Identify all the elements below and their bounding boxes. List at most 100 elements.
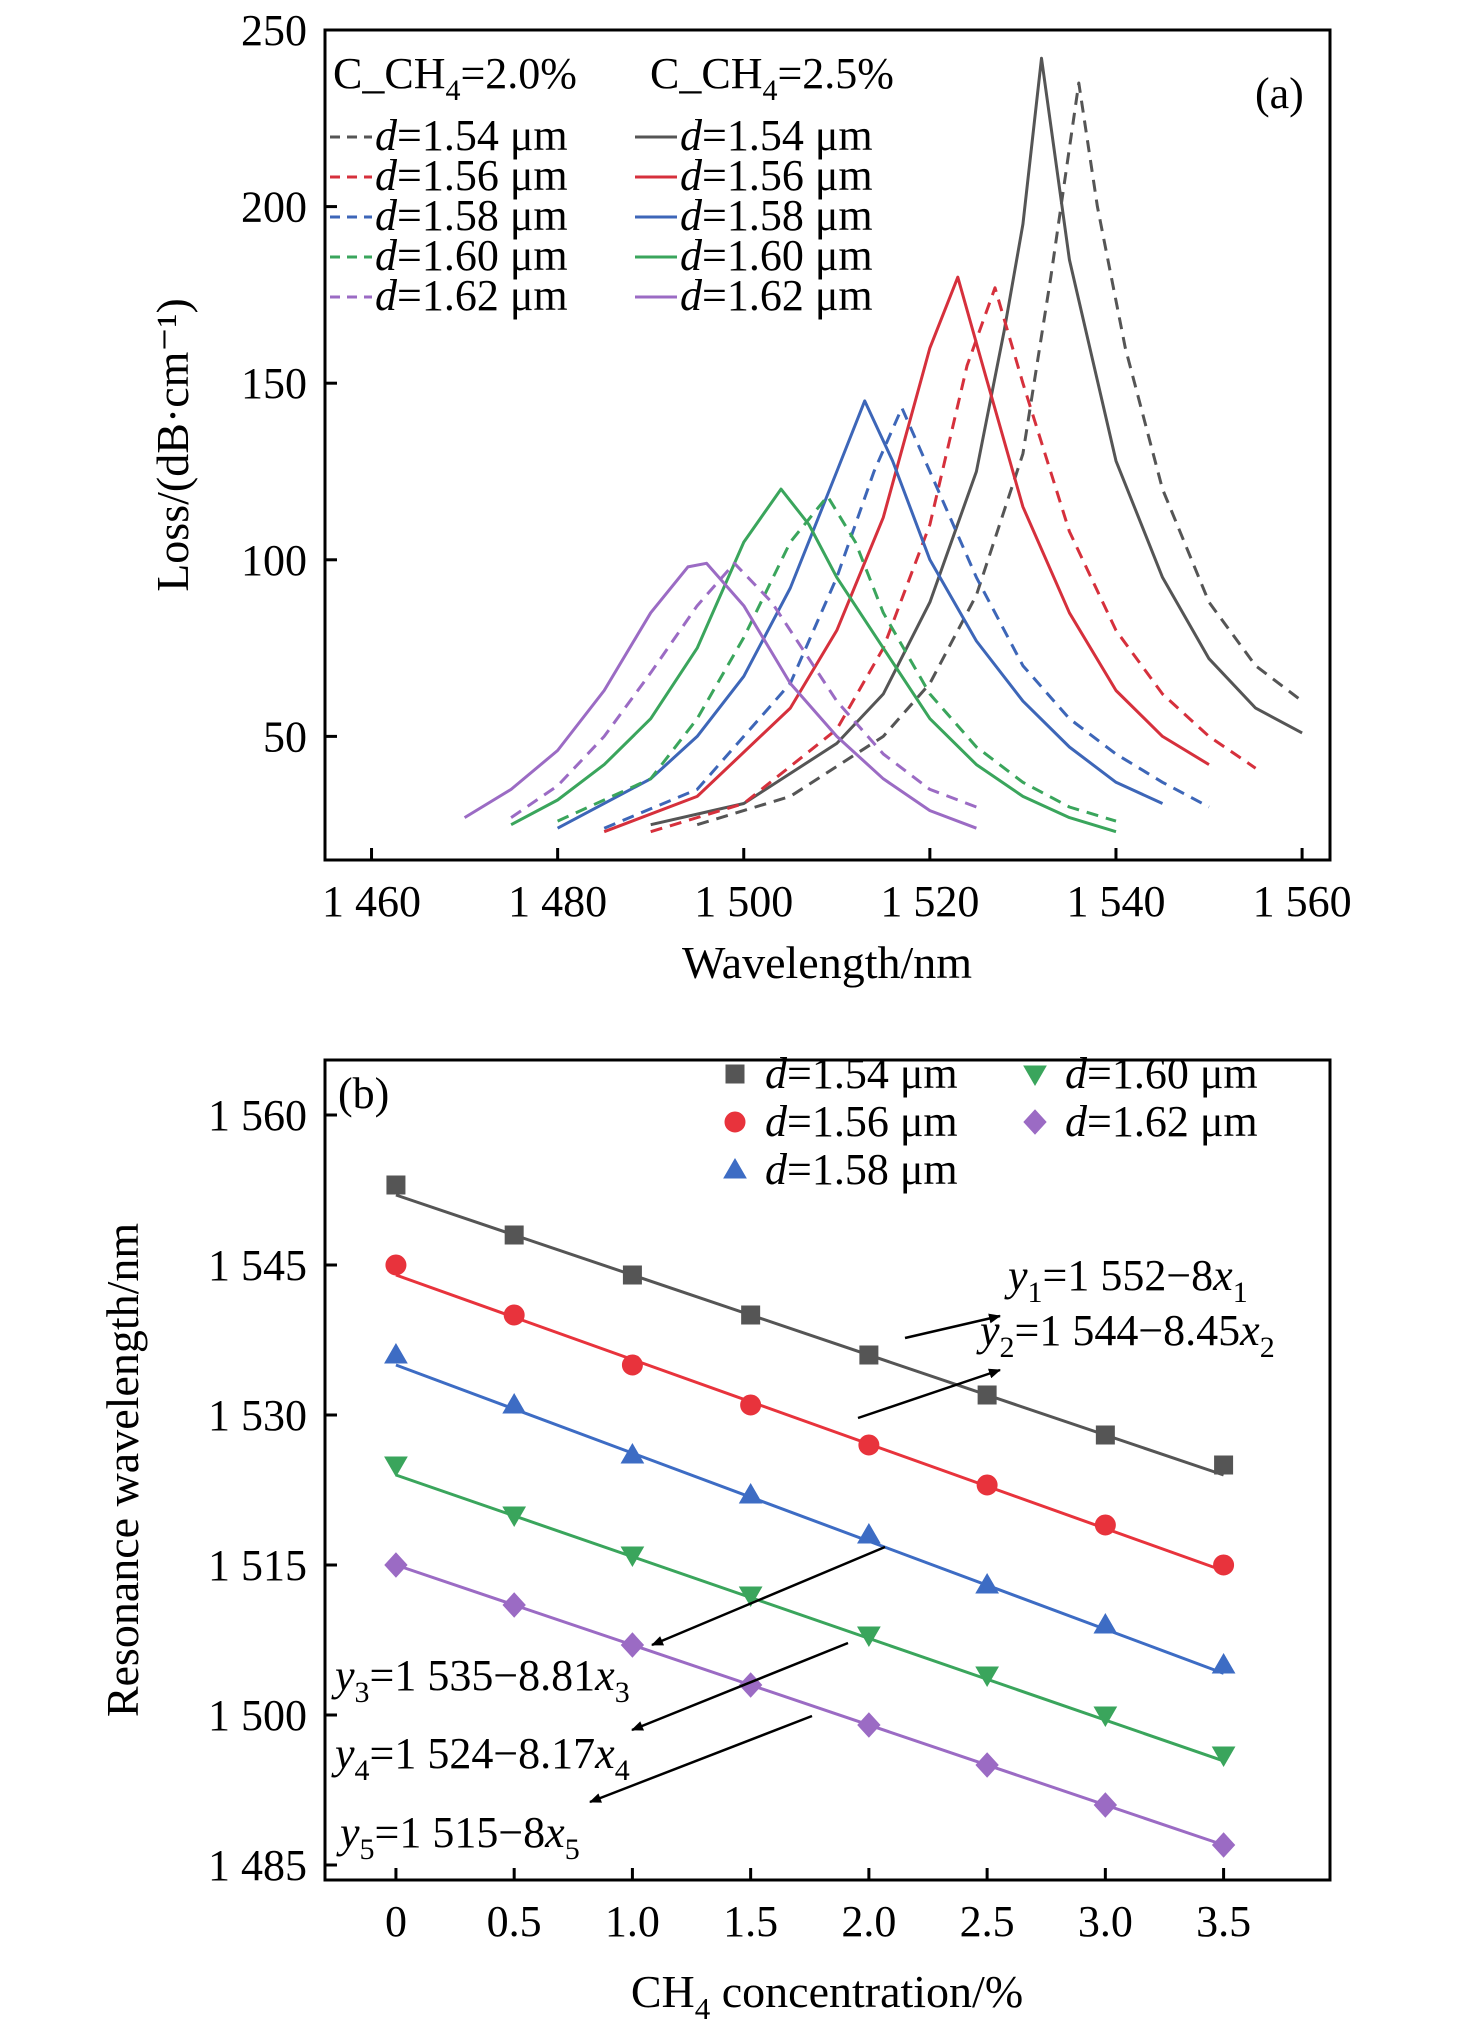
data-point: [385, 1254, 407, 1276]
data-point: [857, 1523, 881, 1544]
x-tick-label: 2.5: [960, 1897, 1015, 1946]
data-point: [1093, 1706, 1118, 1727]
data-point: [1211, 1832, 1236, 1858]
data-point: [622, 1265, 642, 1285]
legend-header-2-5: C_CH4=2.5%: [650, 49, 894, 107]
x-ticks-a: 1 460 1 480 1 500 1 520 1 540 1 560: [322, 848, 1352, 926]
legend-a: C_CH4=2.0% C_CH4=2.5% d=1.54 μm d=1.56 μm…: [330, 49, 894, 320]
annotation-arrow: [857, 1368, 1001, 1420]
panel-label-a: (a): [1255, 69, 1304, 118]
legend-entry-label: d=1.56 μm: [375, 151, 568, 200]
annotation-arrow: [651, 1545, 886, 1647]
fit-equation-4: y4=1 524−8.17x4: [331, 1729, 630, 1787]
legend-marker: [725, 1064, 745, 1084]
annotation-arrow: [904, 1313, 1001, 1340]
y-ticks-a: 50 100 150 200 250: [241, 6, 337, 761]
x-tick-label: 3.5: [1196, 1897, 1251, 1946]
annotation-arrow: [631, 1641, 849, 1732]
legend-entry-label: d=1.60 μm: [1065, 1049, 1258, 1098]
fit-equation-3: y3=1 535−8.81x3: [331, 1651, 630, 1709]
x-tick-label: 1 460: [322, 877, 421, 926]
legend-header-2-0: C_CH4=2.0%: [333, 49, 577, 107]
legend-entry-label: d=1.58 μm: [375, 191, 568, 240]
y-axis-label-b: Resonance wavelength/nm: [97, 1223, 148, 1718]
data-point: [504, 1225, 524, 1245]
data-point: [621, 1354, 643, 1376]
data-point: [741, 1305, 761, 1325]
data-point: [975, 1752, 999, 1778]
data-point: [975, 1666, 999, 1687]
y-tick-label: 1 515: [208, 1541, 307, 1590]
data-point: [384, 1552, 408, 1578]
legend-entry-label: d=1.62 μm: [1065, 1097, 1258, 1146]
fit-line-2: [395, 1363, 1225, 1675]
series-lines-a: [463, 56, 1304, 834]
y-tick-label: 150: [241, 359, 307, 408]
data-point: [1095, 1425, 1115, 1445]
data-point: [858, 1434, 880, 1456]
x-tick-label: 0.5: [487, 1897, 542, 1946]
data-point: [857, 1712, 881, 1738]
data-point: [502, 1393, 527, 1414]
x-tick-label: 1.5: [723, 1897, 778, 1946]
panel-label-b: (b): [338, 1069, 389, 1118]
data-point: [502, 1592, 526, 1618]
x-tick-label: 1 520: [880, 877, 979, 926]
x-tick-label: 1 500: [694, 877, 793, 926]
data-point: [386, 1175, 406, 1195]
legend-entry-label: d=1.54 μm: [680, 111, 873, 160]
x-axis-label-a: Wavelength/nm: [682, 937, 972, 988]
data-point: [620, 1443, 645, 1464]
fit-equation-5: y5=1 515−8x5: [336, 1808, 580, 1866]
y-axis-label-a: Loss/(dB·cm⁻¹): [147, 298, 198, 592]
x-axis-label-b: CH4 concentration/%: [631, 1966, 1023, 2026]
data-point: [1213, 1554, 1235, 1576]
legend-entry-label: d=1.62 μm: [375, 271, 568, 320]
series-line-6: [556, 494, 1117, 823]
series-line-7: [510, 487, 1117, 834]
series-line-4: [603, 406, 1210, 830]
data-point: [976, 1474, 998, 1496]
legend-entry-label: d=1.60 μm: [680, 231, 873, 280]
annotation-arrow: [589, 1714, 813, 1804]
data-point: [384, 1343, 408, 1364]
x-tick-label: 0: [385, 1897, 407, 1946]
y-ticks-b: 1 485 1 500 1 515 1 530 1 545 1 560: [208, 1091, 337, 1890]
data-point: [384, 1456, 408, 1477]
legend-entry-label: d=1.54 μm: [765, 1049, 958, 1098]
fit-equation-2: y2=1 544−8.45x2: [976, 1306, 1275, 1364]
legend-entry-label: d=1.58 μm: [680, 191, 873, 240]
data-point: [1211, 1653, 1236, 1674]
fit-lines-b: [395, 1193, 1225, 1847]
series-line-8: [510, 561, 977, 819]
fit-line-3: [395, 1473, 1225, 1763]
y-tick-label: 200: [241, 183, 307, 232]
legend-marker: [724, 1111, 746, 1133]
series-line-5: [556, 399, 1164, 830]
series-line-0: [696, 81, 1304, 827]
chart-panel-b: (b) 1 485 1 500 1 515 1 530 1 545 1 560 0 0.5 1…: [97, 1049, 1332, 2026]
data-point: [1093, 1613, 1118, 1634]
data-point: [620, 1632, 645, 1658]
data-point: [1093, 1792, 1118, 1818]
x-ticks-b: 0 0.5 1.0 1.5 2.0 2.5 3.0 3.5: [385, 1868, 1251, 1946]
y-tick-label: 1 560: [208, 1091, 307, 1140]
legend-entry-label: d=1.58 μm: [765, 1145, 958, 1194]
series-line-2: [650, 286, 1257, 834]
data-point: [977, 1385, 997, 1405]
y-tick-label: 1 485: [208, 1841, 307, 1890]
legend-marker: [1023, 1109, 1047, 1135]
series-line-9: [463, 561, 977, 830]
x-tick-label: 1 480: [508, 877, 607, 926]
series-line-1: [650, 56, 1303, 827]
fit-line-0: [395, 1193, 1225, 1477]
legend-entry-label: d=1.60 μm: [375, 231, 568, 280]
legend-marker: [723, 1158, 747, 1179]
fit-line-4: [395, 1563, 1225, 1847]
data-point: [975, 1573, 999, 1594]
data-point: [502, 1506, 527, 1527]
y-tick-label: 50: [263, 712, 307, 761]
data-point: [1094, 1514, 1116, 1536]
